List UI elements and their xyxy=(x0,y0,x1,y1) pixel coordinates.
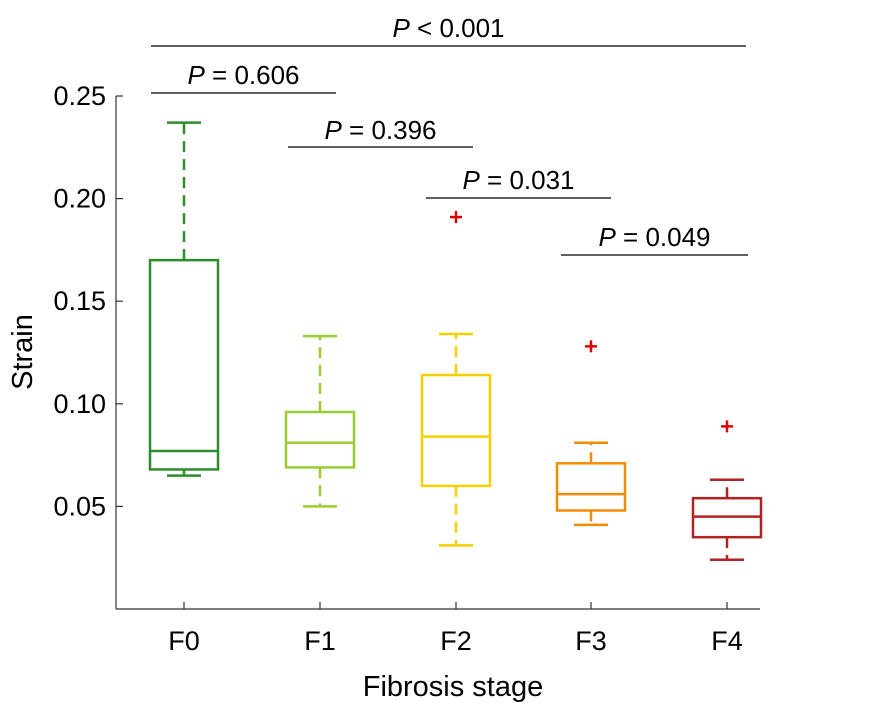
outlier-marker xyxy=(585,340,597,353)
box-F3 xyxy=(555,340,627,527)
p-symbol: P xyxy=(462,165,480,195)
p-value-label: P = 0.606 xyxy=(187,60,299,90)
y-tick-label: 0.15 xyxy=(53,286,106,316)
p-value-text: < 0.001 xyxy=(410,13,505,43)
x-tick-label: F1 xyxy=(304,626,336,656)
y-tick-label: 0.20 xyxy=(53,184,106,214)
p-value-text: = 0.049 xyxy=(616,222,711,252)
p-symbol: P xyxy=(392,13,410,43)
outlier-marker xyxy=(450,211,462,224)
x-tick-label: F0 xyxy=(168,626,200,656)
iqr-box xyxy=(420,373,492,488)
x-tick-label: F3 xyxy=(575,626,607,656)
box-F4 xyxy=(691,420,763,562)
p-value-label: P = 0.031 xyxy=(462,165,574,195)
x-axis-title: Fibrosis stage xyxy=(363,671,544,703)
axes: 0.05 0.10 0.15 0.20 0.25 F0 F1 F2 F3 F4 xyxy=(53,81,760,656)
p-value-text: = 0.031 xyxy=(480,165,575,195)
outlier-marker xyxy=(721,420,733,433)
p-symbol: P xyxy=(598,222,616,252)
box-F0 xyxy=(148,121,220,477)
p-symbol: P xyxy=(324,115,342,145)
y-tick-label: 0.10 xyxy=(53,389,106,419)
iqr-box xyxy=(148,258,220,471)
p-value-label: P < 0.001 xyxy=(392,13,504,43)
y-axis-title: Strain xyxy=(7,314,39,390)
x-tick-label: F4 xyxy=(711,626,743,656)
p-symbol: P xyxy=(187,60,205,90)
box-F2 xyxy=(420,211,492,547)
iqr-box xyxy=(555,462,627,512)
iqr-box xyxy=(284,410,356,469)
comparison-F0-F4: P < 0.001 xyxy=(151,13,746,47)
p-value-label: P = 0.049 xyxy=(598,222,710,252)
p-value-text: = 0.606 xyxy=(205,60,300,90)
comparison-F3-F4: P = 0.049 xyxy=(561,222,748,256)
comparison-F1-F2: P = 0.396 xyxy=(288,115,473,148)
y-tick-label: 0.25 xyxy=(53,81,106,111)
box-F1 xyxy=(284,334,356,508)
box-series xyxy=(148,121,763,562)
comparison-F0-F1: P = 0.606 xyxy=(151,60,336,94)
comparison-F2-F3: P = 0.031 xyxy=(426,165,611,199)
p-value-text: = 0.396 xyxy=(342,115,437,145)
p-value-label: P = 0.396 xyxy=(324,115,436,145)
y-tick-label: 0.05 xyxy=(53,491,106,521)
x-tick-label: F2 xyxy=(440,626,472,656)
